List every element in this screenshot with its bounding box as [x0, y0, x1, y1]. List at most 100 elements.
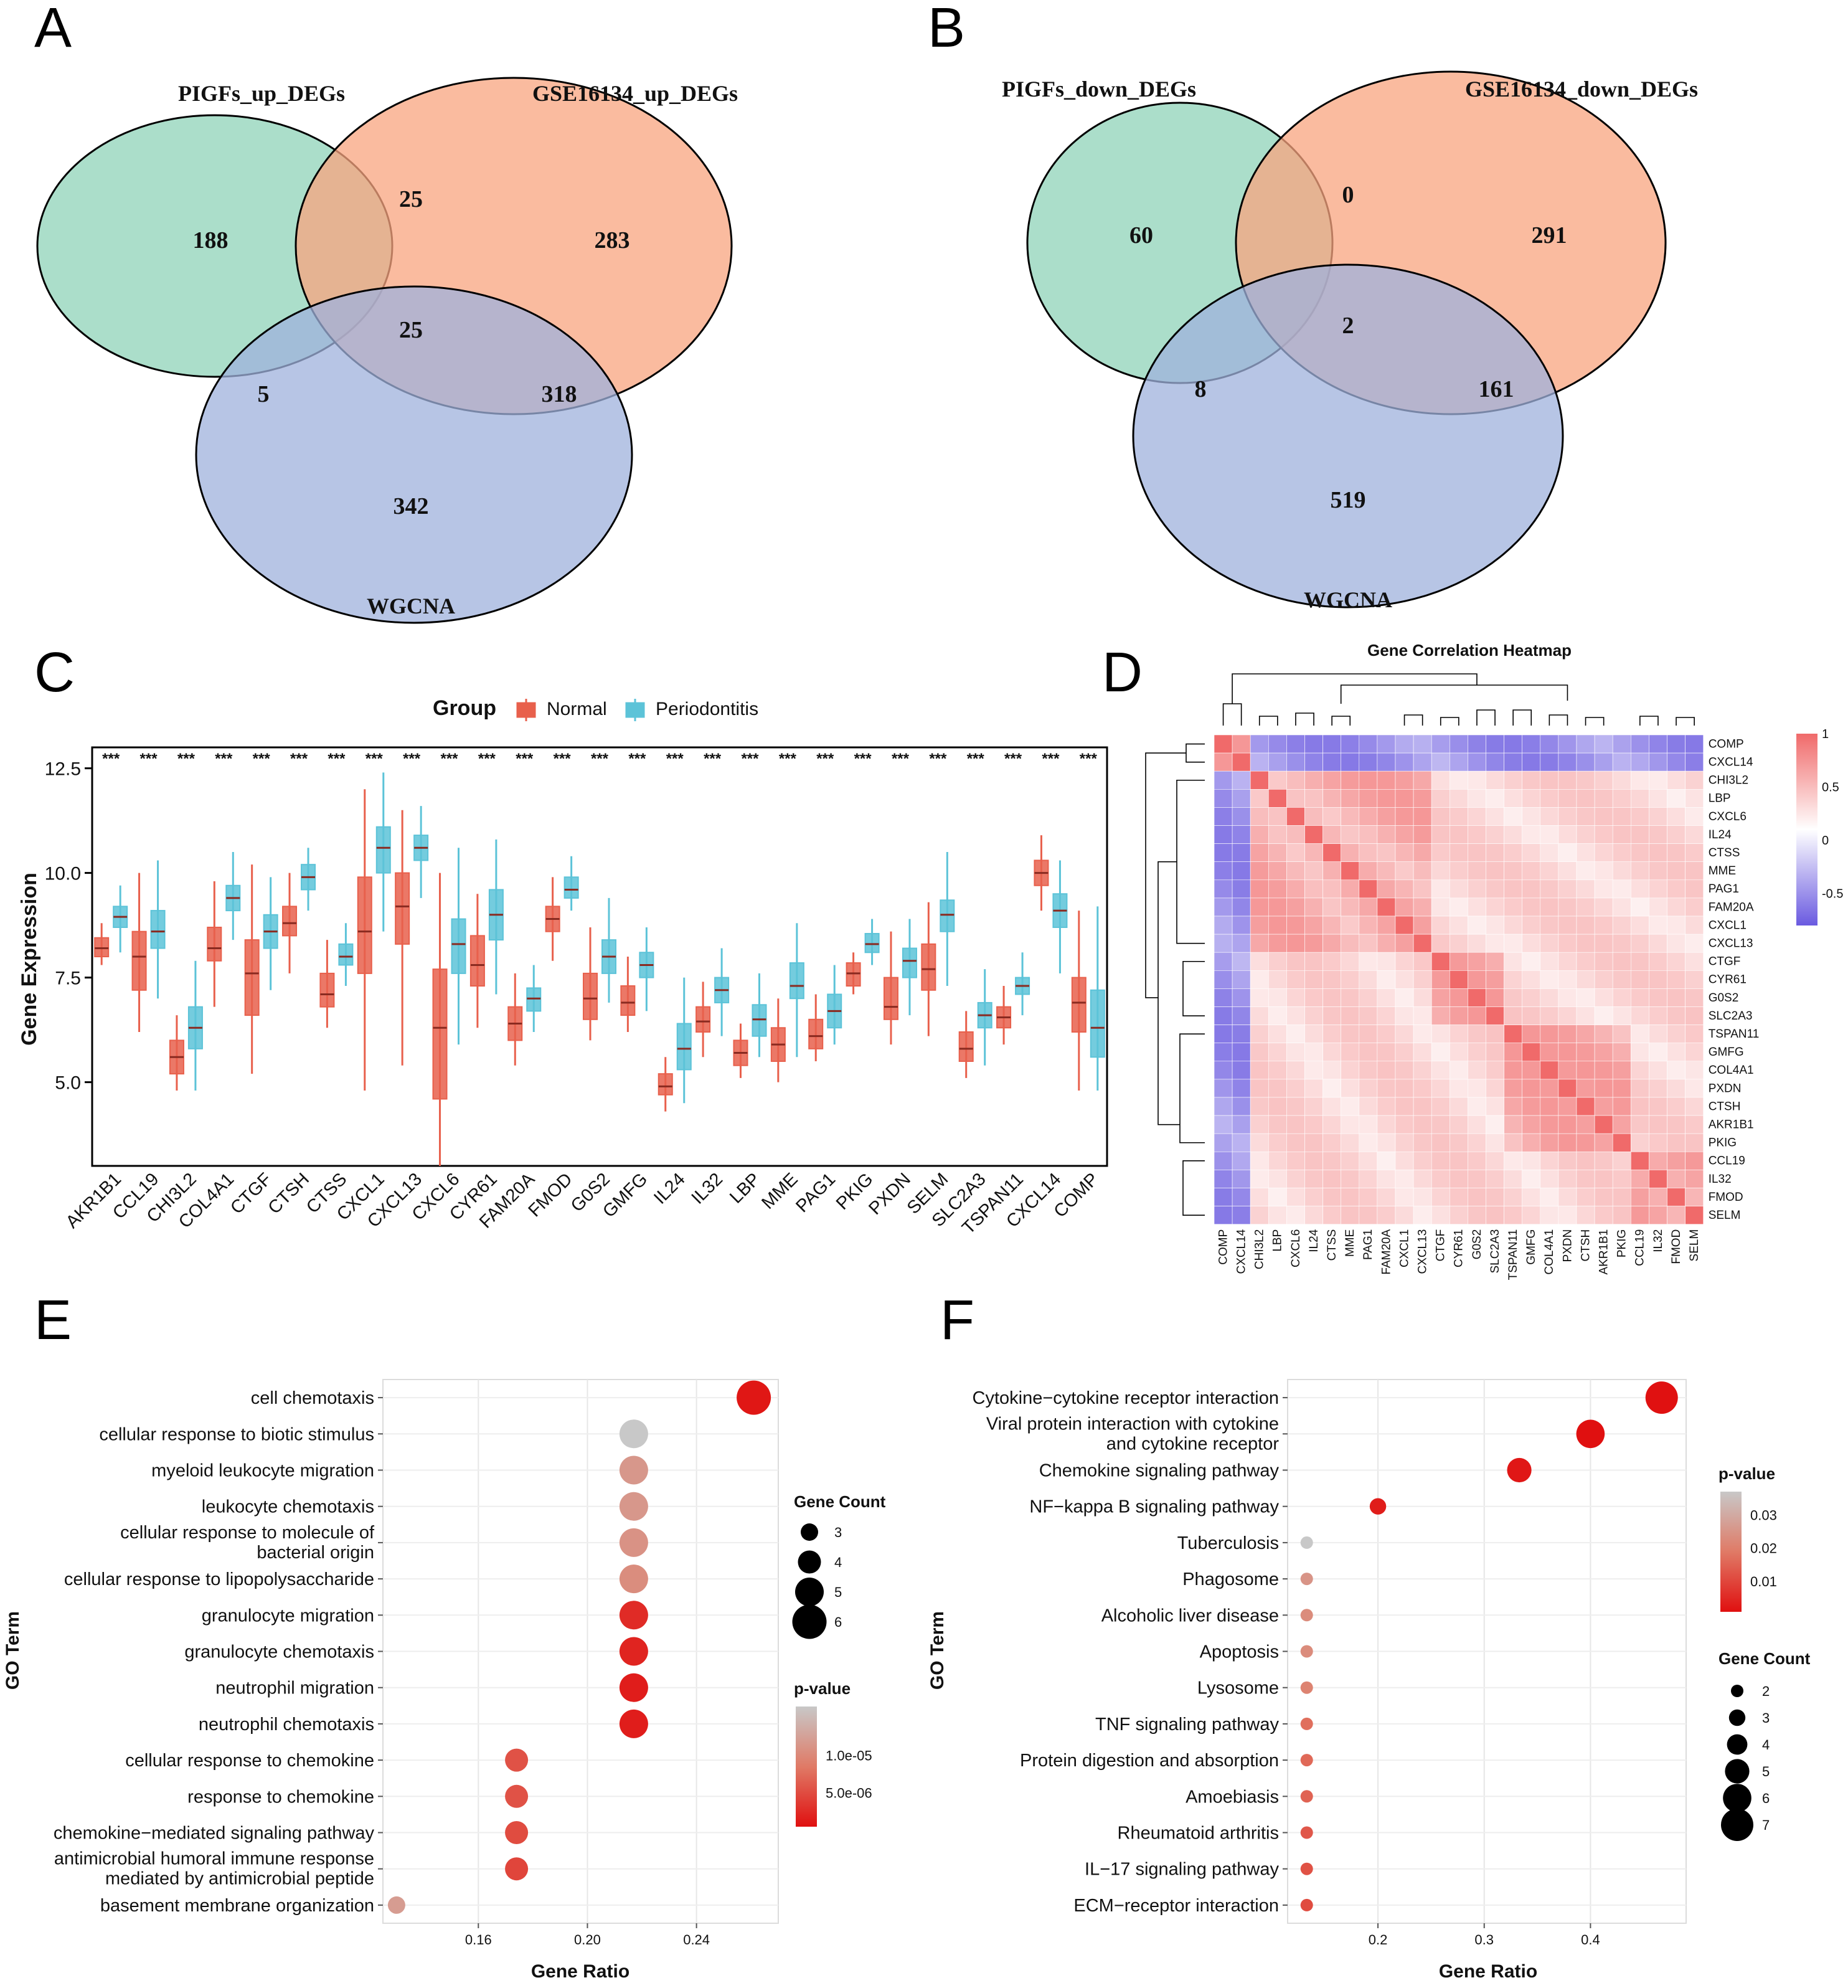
heatmap-cell	[1468, 752, 1486, 772]
heatmap-cell	[1304, 825, 1323, 844]
dendrogram-branch	[1403, 714, 1423, 726]
box-normal	[921, 943, 936, 991]
heatmap-cell	[1377, 1170, 1396, 1188]
heatmap-cell	[1250, 770, 1269, 790]
heatmap-cell	[1395, 988, 1414, 1007]
box-normal	[695, 1006, 711, 1033]
heatmap-cell	[1232, 1043, 1251, 1062]
heatmap-cell	[1667, 970, 1685, 989]
heatmap-col-label: FMOD	[1670, 1229, 1683, 1264]
heatmap-cell	[1631, 843, 1649, 862]
heatmap-cell	[1631, 734, 1649, 754]
heatmap-cell	[1232, 1206, 1251, 1224]
heatmap-cell	[1268, 843, 1287, 862]
heatmap-cell	[1594, 752, 1613, 772]
heatmap-cell	[1594, 825, 1613, 844]
x-tick-label: 0.4	[1581, 1932, 1600, 1948]
box-normal	[620, 985, 636, 1016]
heatmap-cell	[1667, 1115, 1685, 1134]
significance-label: ***	[967, 750, 985, 767]
heatmap-cell	[1522, 1115, 1541, 1134]
heatmap-cell	[1685, 1133, 1704, 1152]
heatmap-cell	[1214, 1061, 1233, 1080]
heatmap-cell	[1250, 916, 1269, 935]
box-periodontitis	[338, 943, 354, 966]
box-periodontitis	[940, 899, 955, 932]
significance-label: ***	[628, 750, 646, 767]
heatmap-cell	[1631, 1079, 1649, 1098]
heatmap-cell	[1232, 807, 1251, 826]
e-term-label: leukocyte chemotaxis	[202, 1497, 374, 1517]
heatmap-cell	[1250, 934, 1269, 953]
heatmap-cell	[1631, 1133, 1649, 1152]
box-normal	[432, 968, 448, 1100]
box-normal	[469, 935, 485, 987]
heatmap-cell	[1359, 1206, 1378, 1224]
venn-a-set1-label: PIGFs_up_DEGs	[178, 81, 345, 106]
heatmap-cell	[1359, 1043, 1378, 1062]
heatmap-cell	[1631, 825, 1649, 844]
heatmap-cell	[1232, 879, 1251, 899]
heatmap-cell	[1341, 1133, 1360, 1152]
heatmap-cell	[1214, 1133, 1233, 1152]
e-dot	[619, 1419, 648, 1449]
heatmap-cell	[1377, 1188, 1396, 1206]
heatmap-cell	[1322, 1152, 1342, 1170]
heatmap-cell	[1450, 916, 1468, 935]
heatmap-cell	[1214, 1188, 1233, 1206]
box-normal	[958, 1031, 974, 1062]
heatmap-cell	[1486, 734, 1504, 754]
dendrogram-branch	[1182, 960, 1205, 1016]
heatmap-col-label: IL32	[1652, 1229, 1665, 1252]
heatmap-cell	[1304, 770, 1323, 790]
heatmap-cell	[1286, 897, 1305, 917]
heatmap-cell	[1377, 734, 1396, 754]
significance-label: ***	[215, 750, 233, 767]
significance-label: ***	[140, 750, 158, 767]
heatmap-cell	[1468, 952, 1486, 971]
heatmap-cell	[1322, 1115, 1342, 1134]
heatmap-cell	[1341, 897, 1360, 917]
heatmap-cell	[1377, 952, 1396, 971]
heatmap-cell	[1522, 1061, 1541, 1080]
heatmap-cell	[1631, 970, 1649, 989]
heatmap-cell	[1377, 1043, 1396, 1062]
heatmap-cell	[1522, 1170, 1541, 1188]
heatmap-cell	[1649, 1079, 1667, 1098]
dendrogram-branch	[1476, 709, 1496, 726]
heatmap-cell	[1304, 970, 1323, 989]
heatmap-cell	[1395, 770, 1414, 790]
heatmap-cell	[1594, 1115, 1613, 1134]
heatmap-cell	[1341, 1025, 1360, 1043]
heatmap-colorbar-tick-label: 0	[1822, 834, 1829, 848]
x-tick-label: 0.24	[683, 1932, 710, 1948]
heatmap-cell	[1631, 952, 1649, 971]
dotplot-e-x-label: Gene Ratio	[531, 1961, 629, 1982]
heatmap-cell	[1649, 789, 1667, 808]
heatmap-cell	[1304, 843, 1323, 862]
colorbar-tick-label: 5.0e-06	[826, 1786, 872, 1801]
heatmap-cell	[1341, 1097, 1360, 1116]
heatmap-cell	[1431, 970, 1450, 989]
f-dot	[1300, 1862, 1313, 1875]
heatmap-cell	[1431, 952, 1450, 971]
heatmap-cell	[1431, 789, 1450, 808]
heatmap-cell	[1594, 934, 1613, 953]
heatmap-cell	[1395, 1152, 1414, 1170]
heatmap-cell	[1214, 1152, 1233, 1170]
heatmap-cell	[1649, 825, 1667, 844]
heatmap-cell	[1649, 1006, 1667, 1025]
heatmap-cell	[1631, 807, 1649, 826]
heatmap-cell	[1649, 952, 1667, 971]
heatmap-cell	[1286, 970, 1305, 989]
venn-b-only-set1: 60	[1129, 222, 1153, 249]
box-normal	[658, 1073, 673, 1096]
heatmap-cell	[1359, 770, 1378, 790]
heatmap-cell	[1304, 1133, 1323, 1152]
dotplot-f-colorbar-ticks: 0.03 0.02 0.01	[1742, 1507, 1777, 1589]
heatmap-cell	[1359, 988, 1378, 1007]
heatmap-cell	[1395, 1170, 1414, 1188]
heatmap-cell	[1413, 1061, 1432, 1080]
heatmap-cell	[1576, 1206, 1595, 1224]
heatmap-cell	[1631, 1152, 1649, 1170]
